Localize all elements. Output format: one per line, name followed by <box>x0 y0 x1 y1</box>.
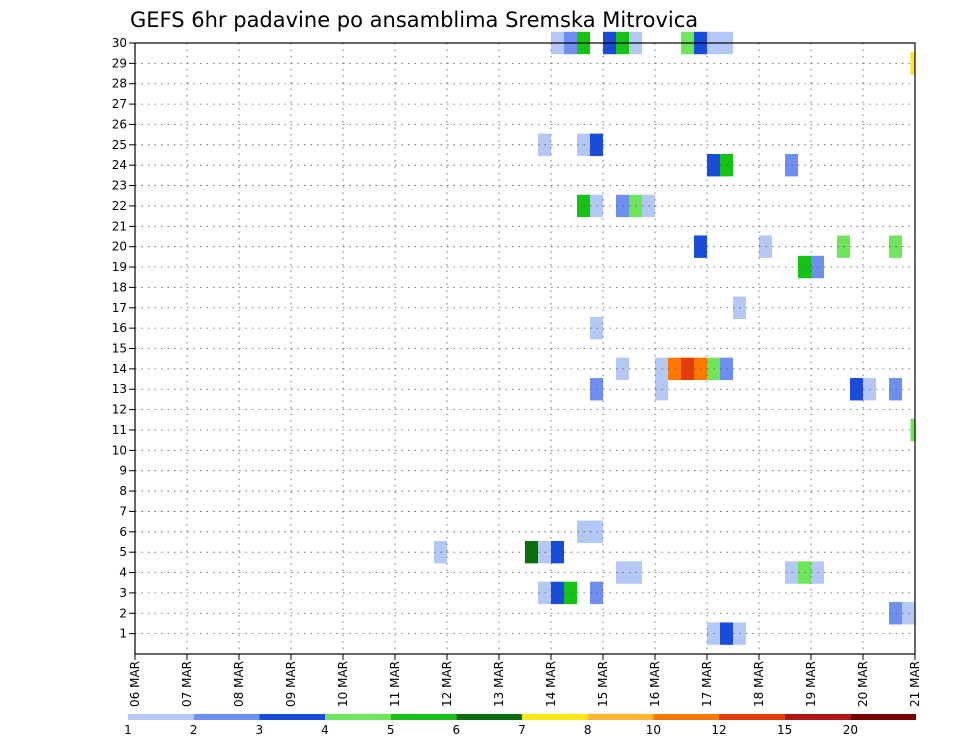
x-tick-label: 17 MAR <box>700 661 714 707</box>
y-tick-label: 27 <box>112 97 127 111</box>
precip-cell <box>910 418 915 442</box>
colorbar-label: 1 <box>124 723 132 737</box>
y-tick-label: 19 <box>112 260 127 274</box>
y-tick-label: 11 <box>112 423 127 437</box>
precip-cell <box>910 52 915 75</box>
colorbar-legend: 1 2 3 4 5 6 7 8 10 12 15 20 <box>124 714 916 737</box>
x-axis: 06 MAR 07 MAR 08 MAR 09 MAR 10 MAR 11 MAR 12 M… <box>128 654 922 707</box>
colorbar-segment <box>193 714 260 720</box>
colorbar-label: 4 <box>321 723 329 737</box>
x-tick-label: 10 MAR <box>336 661 350 707</box>
colorbar-label: 7 <box>518 723 526 737</box>
y-tick-label: 15 <box>112 342 127 356</box>
colorbar-label: 2 <box>190 723 198 737</box>
y-tick-label: 13 <box>112 382 127 396</box>
chart-title: GEFS 6hr padavine po ansamblima Sremska … <box>130 8 698 32</box>
colorbar-segment <box>719 714 785 720</box>
x-tick-label: 07 MAR <box>180 661 194 707</box>
y-tick-label: 1 <box>119 627 127 641</box>
y-tick-label: 10 <box>112 443 127 457</box>
colorbar-segment <box>653 714 719 720</box>
y-tick-label: 3 <box>119 586 127 600</box>
y-tick-label: 20 <box>112 240 127 254</box>
colorbar-label: 10 <box>646 723 661 737</box>
y-tick-label: 8 <box>119 484 127 498</box>
y-tick-label: 25 <box>112 138 127 152</box>
y-tick-label: 7 <box>119 504 127 518</box>
colorbar-label: 5 <box>387 723 395 737</box>
x-tick-label: 06 MAR <box>128 661 142 707</box>
x-tick-label: 21 MAR <box>908 661 922 707</box>
colorbar-segment <box>259 714 325 720</box>
colorbar-segment <box>587 714 654 720</box>
y-tick-label: 12 <box>112 403 127 417</box>
y-tick-label: 28 <box>112 77 127 91</box>
x-tick-label: 12 MAR <box>440 661 454 707</box>
y-tick-label: 2 <box>119 606 127 620</box>
y-tick-label: 21 <box>112 219 127 233</box>
x-tick-label: 16 MAR <box>648 661 662 707</box>
y-tick-label: 30 <box>112 36 127 50</box>
colorbar-label: 20 <box>843 723 858 737</box>
x-tick-label: 08 MAR <box>232 661 246 707</box>
y-tick-label: 24 <box>112 158 127 172</box>
y-tick-label: 5 <box>119 545 127 559</box>
colorbar-segment <box>325 714 391 720</box>
x-tick-label: 13 MAR <box>492 661 506 707</box>
colorbar-label: 15 <box>777 723 792 737</box>
colorbar-segment <box>390 714 457 720</box>
y-tick-label: 14 <box>112 362 127 376</box>
y-axis: 1234567891011121314151617181920212223242… <box>112 36 135 641</box>
x-tick-label: 19 MAR <box>804 661 818 707</box>
colorbar-label: 3 <box>256 723 264 737</box>
y-tick-label: 17 <box>112 301 127 315</box>
x-tick-label: 09 MAR <box>284 661 298 707</box>
cell-layer <box>434 31 915 645</box>
y-tick-label: 6 <box>119 525 127 539</box>
y-tick-label: 26 <box>112 117 127 131</box>
colorbar-label: 6 <box>453 723 461 737</box>
colorbar-segment <box>456 714 522 720</box>
colorbar-label: 8 <box>584 723 592 737</box>
colorbar-segment <box>784 714 851 720</box>
y-tick-label: 29 <box>112 56 127 70</box>
colorbar-segment <box>522 714 588 720</box>
y-tick-label: 23 <box>112 179 127 193</box>
x-tick-label: 14 MAR <box>544 661 558 707</box>
x-tick-label: 20 MAR <box>856 661 870 707</box>
x-tick-label: 15 MAR <box>596 661 610 707</box>
y-tick-label: 16 <box>112 321 127 335</box>
y-tick-label: 4 <box>119 566 127 580</box>
x-tick-label: 18 MAR <box>752 661 766 707</box>
x-tick-label: 11 MAR <box>388 661 402 707</box>
y-tick-label: 18 <box>112 280 127 294</box>
colorbar-segment <box>850 714 916 720</box>
colorbar-label: 12 <box>711 723 726 737</box>
colorbar-segment <box>128 714 194 720</box>
y-tick-label: 9 <box>119 464 127 478</box>
y-tick-label: 22 <box>112 199 127 213</box>
